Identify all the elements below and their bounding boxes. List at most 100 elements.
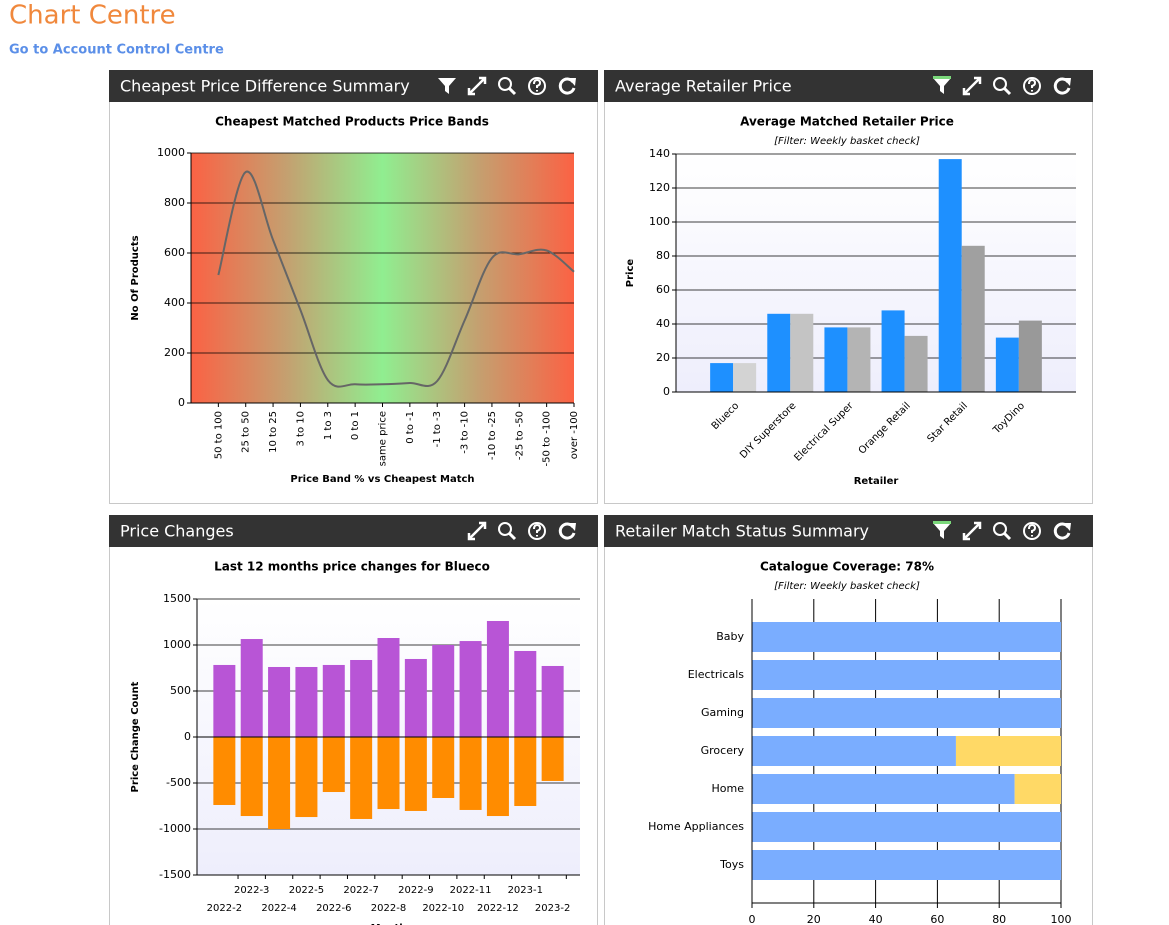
- y-tick-label: 500: [170, 684, 191, 697]
- bar: [240, 639, 263, 737]
- bar: [710, 363, 734, 392]
- bar: [752, 774, 1015, 804]
- plot-area: [191, 153, 574, 403]
- bar: [432, 645, 455, 737]
- filter-icon[interactable]: [933, 78, 951, 94]
- x-tick-label: 3 to 10: [295, 411, 306, 446]
- x-tick-label: 2023-2: [535, 903, 570, 914]
- y-axis-title: Price: [625, 259, 636, 288]
- account-link[interactable]: Go to Account Control Centre: [9, 43, 224, 58]
- x-tick-label: 2022-9: [398, 885, 433, 896]
- y-tick-label: 0: [184, 730, 191, 743]
- expand-icon[interactable]: [467, 521, 487, 541]
- bar: [955, 736, 1061, 766]
- help-glyph: [1028, 523, 1037, 537]
- bar: [322, 664, 345, 737]
- filter-icon[interactable]: [438, 78, 456, 94]
- x-tick-label: same price: [378, 411, 389, 466]
- bar: [961, 245, 985, 392]
- bar: [752, 622, 1061, 652]
- refresh-icon[interactable]: [1053, 77, 1071, 95]
- bar: [824, 327, 848, 392]
- search-handle: [507, 86, 517, 96]
- chart-title: Cheapest Matched Products Price Bands: [215, 115, 489, 129]
- panel-header: [109, 70, 598, 102]
- help-icon[interactable]: [528, 77, 546, 95]
- help-icon[interactable]: [1023, 522, 1041, 540]
- bar: [268, 666, 291, 737]
- y-tick-label: 400: [164, 296, 185, 309]
- chart-subtitle: [Filter: Weekly basket check]: [774, 136, 920, 147]
- x-tick-label: 1 to 3: [323, 411, 334, 440]
- x-tick-label: 2022-3: [234, 885, 269, 896]
- bar: [752, 736, 956, 766]
- y-tick-label: -500: [166, 776, 191, 789]
- bar: [350, 737, 373, 819]
- y-tick-label: 60: [656, 283, 670, 296]
- y-tick-label: Home Appliances: [648, 820, 744, 833]
- help-icon[interactable]: [1023, 77, 1041, 95]
- bar: [350, 659, 373, 737]
- bar: [459, 737, 482, 810]
- y-tick-label: 0: [178, 396, 185, 409]
- y-tick-label: 800: [164, 196, 185, 209]
- help-glyph: [533, 78, 542, 92]
- x-tick-label: -10 to -25: [487, 411, 498, 460]
- bar: [322, 737, 345, 793]
- y-tick-label: Electricals: [688, 668, 745, 681]
- expand-icon[interactable]: [467, 76, 487, 96]
- help-glyph: [1028, 78, 1037, 92]
- filter-active: [933, 76, 951, 79]
- y-tick-label: Home: [712, 782, 745, 795]
- chart-title: Average Matched Retailer Price: [740, 115, 954, 129]
- search-icon[interactable]: [498, 77, 512, 91]
- bar: [1018, 320, 1042, 392]
- expand-icon[interactable]: [962, 521, 982, 541]
- filter-active: [933, 521, 951, 524]
- chart-subtitle: [Filter: Weekly basket check]: [774, 581, 920, 592]
- x-tick-label: 2022-4: [261, 903, 296, 914]
- x-tick-label: 20: [807, 913, 821, 925]
- x-tick-label: 60: [930, 913, 944, 925]
- bar: [904, 335, 928, 392]
- y-tick-label: Toys: [719, 858, 744, 871]
- panel-header: [109, 515, 598, 547]
- x-tick-label: 50 to 100: [213, 411, 224, 459]
- chart-title: Last 12 months price changes for Blueco: [214, 560, 490, 574]
- bar: [847, 327, 871, 392]
- filter-icon[interactable]: [933, 523, 951, 539]
- bar: [486, 737, 509, 817]
- x-tick-label: 2022-10: [422, 903, 464, 914]
- y-tick-label: 140: [649, 147, 670, 160]
- bar: [295, 737, 318, 818]
- bar: [541, 665, 564, 737]
- search-icon[interactable]: [993, 522, 1007, 536]
- bar: [790, 313, 814, 392]
- bar: [268, 737, 291, 829]
- expand-icon[interactable]: [962, 76, 982, 96]
- y-tick-label: 1500: [163, 592, 191, 605]
- y-tick-label: 20: [656, 351, 670, 364]
- search-icon[interactable]: [993, 77, 1007, 91]
- search-icon[interactable]: [498, 522, 512, 536]
- y-tick-label: -1500: [159, 868, 191, 881]
- help-icon[interactable]: [528, 522, 546, 540]
- bar: [733, 363, 757, 392]
- search-handle: [1002, 86, 1012, 96]
- bar: [213, 664, 236, 737]
- bar: [377, 638, 400, 737]
- x-tick-label: 0 to 1: [350, 411, 361, 440]
- x-tick-label: 2022-12: [477, 903, 519, 914]
- refresh-icon[interactable]: [1053, 522, 1071, 540]
- help-glyph: [533, 523, 542, 537]
- refresh-icon[interactable]: [558, 77, 576, 95]
- search-handle: [507, 531, 517, 541]
- panel-title: Cheapest Price Difference Summary: [120, 77, 410, 96]
- y-tick-label: 120: [649, 181, 670, 194]
- chart-title: Catalogue Coverage: 78%: [760, 560, 934, 574]
- x-tick-label: 80: [992, 913, 1006, 925]
- bar: [432, 737, 455, 798]
- panel-title: Price Changes: [120, 522, 234, 541]
- refresh-icon[interactable]: [558, 522, 576, 540]
